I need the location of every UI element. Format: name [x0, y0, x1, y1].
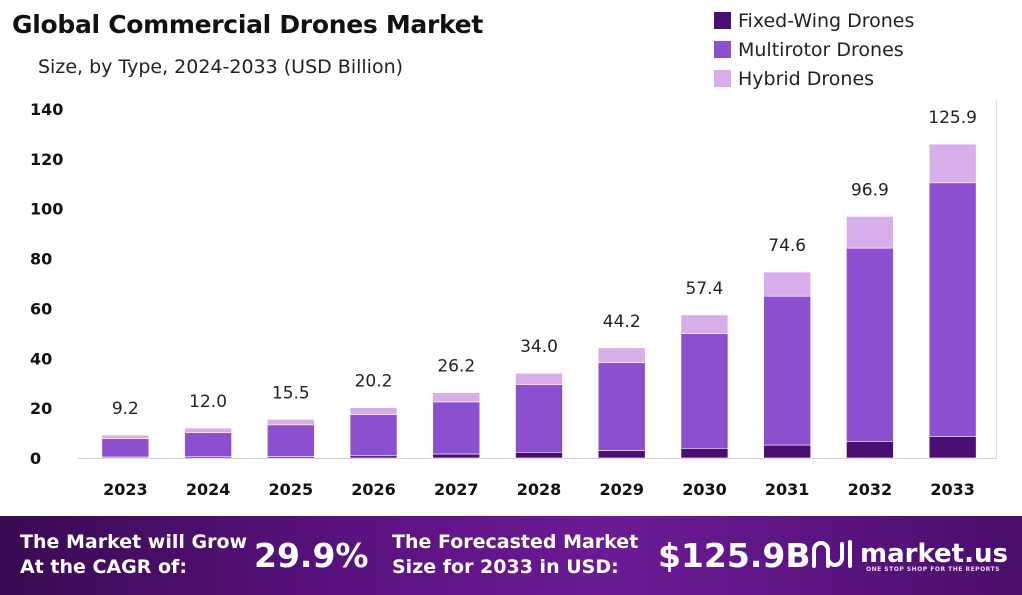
legend-item-hybrid: Hybrid Drones	[714, 64, 914, 93]
total-label: 44.2	[603, 312, 641, 332]
bar-segment-hybrid-2028	[515, 372, 563, 386]
bar-segment-multirotor-2024	[184, 432, 232, 458]
forecast-label-line1: The Forecasted Market	[392, 531, 639, 553]
cagr-label-line2: At the CAGR of:	[20, 556, 187, 578]
bar-segment-hybrid-2033	[928, 143, 977, 184]
x-tick-label: 2032	[848, 480, 893, 499]
x-tick-label: 2025	[269, 480, 314, 499]
footer-banner: The Market will Grow At the CAGR of: 29.…	[0, 516, 1022, 595]
legend: Fixed-Wing Drones Multirotor Drones Hybr…	[714, 6, 914, 93]
bar-segment-hybrid-2023	[101, 434, 150, 439]
legend-label-hybrid: Hybrid Drones	[738, 67, 875, 90]
bar-segment-hybrid-2031	[763, 271, 811, 297]
legend-label-fixed-wing: Fixed-Wing Drones	[738, 9, 915, 32]
bar-segment-hybrid-2027	[432, 392, 481, 403]
bar-segment-multirotor-2033	[928, 182, 977, 437]
x-tick-label: 2027	[434, 480, 479, 499]
x-axis-ticks: 2023 2024 2025 2026 2027 2028 2029 2030 2031 2032…	[103, 480, 975, 499]
bar-segment-multirotor-2029	[597, 362, 646, 451]
bars	[101, 143, 977, 459]
legend-item-multirotor: Multirotor Drones	[714, 35, 914, 64]
y-tick-label: 80	[30, 250, 52, 269]
y-tick-label: 40	[30, 349, 52, 368]
cagr-value: 29.9%	[254, 536, 369, 575]
bar-segment-fixed-wing-2028	[515, 451, 563, 459]
total-label: 34.0	[520, 337, 558, 357]
total-label: 74.6	[768, 236, 806, 256]
y-tick-label: 120	[30, 150, 63, 169]
bar-segment-hybrid-2029	[597, 347, 646, 363]
bar-segment-multirotor-2023	[101, 438, 150, 458]
x-tick-label: 2029	[599, 480, 644, 499]
data-labels: 9.2 12.0 15.5 20.2 26.2 34.0 44.2 57.4 74.6 96.9 1…	[112, 108, 977, 419]
total-label: 15.5	[272, 383, 310, 403]
bar-segment-fixed-wing-2030	[680, 447, 729, 459]
y-axis-ticks: 0 20 40 60 80 100 120 140	[30, 100, 63, 468]
total-label: 26.2	[437, 357, 475, 377]
x-tick-label: 2023	[103, 480, 148, 499]
bar-segment-multirotor-2030	[680, 333, 729, 449]
chart-title: Global Commercial Drones Market	[12, 10, 483, 39]
bar-segment-hybrid-2025	[267, 419, 315, 426]
bar-segment-fixed-wing-2026	[349, 455, 398, 459]
legend-swatch-multirotor	[714, 41, 731, 58]
legend-item-fixed-wing: Fixed-Wing Drones	[714, 6, 914, 35]
bar-segment-hybrid-2032	[846, 216, 894, 249]
legend-swatch-hybrid	[714, 70, 731, 87]
total-label: 57.4	[686, 279, 724, 299]
bar-segment-hybrid-2026	[349, 407, 398, 415]
x-tick-label: 2030	[682, 480, 727, 499]
total-label: 125.9	[928, 108, 977, 128]
total-label: 9.2	[112, 399, 139, 419]
total-label: 20.2	[355, 372, 393, 392]
cagr-label: The Market will Grow At the CAGR of:	[20, 530, 247, 580]
legend-label-multirotor: Multirotor Drones	[738, 38, 904, 61]
forecast-label: The Forecasted Market Size for 2033 in U…	[392, 530, 638, 580]
brand: market.us	[810, 536, 1008, 572]
bar-segment-fixed-wing-2027	[432, 453, 481, 459]
y-tick-label: 0	[30, 449, 41, 468]
chart-subtitle: Size, by Type, 2024-2033 (USD Billion)	[38, 56, 404, 78]
y-tick-label: 140	[30, 100, 63, 119]
bar-segment-fixed-wing-2029	[597, 450, 646, 459]
x-tick-label: 2031	[765, 480, 810, 499]
total-label: 96.9	[851, 180, 889, 200]
y-tick-label: 100	[30, 200, 63, 219]
bar-segment-hybrid-2024	[184, 427, 232, 433]
bar-segment-multirotor-2032	[846, 247, 894, 442]
market-us-logo-icon	[812, 540, 852, 568]
brand-name: market.us	[860, 539, 1008, 569]
legend-swatch-fixed-wing	[714, 12, 731, 29]
bar-segment-fixed-wing-2033	[928, 436, 977, 459]
cagr-label-line1: The Market will Grow	[20, 531, 248, 553]
x-tick-label: 2026	[351, 480, 396, 499]
bar-segment-multirotor-2026	[349, 414, 398, 457]
bar-segment-hybrid-2030	[680, 314, 729, 334]
bar-segment-multirotor-2025	[267, 424, 315, 457]
y-tick-label: 20	[30, 399, 52, 418]
total-label: 12.0	[189, 392, 227, 412]
bar-segment-multirotor-2028	[515, 384, 563, 453]
brand-tagline: ONE STOP SHOP FOR THE REPORTS	[866, 566, 1000, 573]
bar-segment-multirotor-2031	[763, 295, 811, 446]
x-tick-label: 2028	[517, 480, 562, 499]
bar-segment-fixed-wing-2032	[846, 440, 894, 459]
bar-segment-fixed-wing-2031	[763, 444, 811, 459]
x-tick-label: 2024	[186, 480, 231, 499]
bar-segment-multirotor-2027	[432, 401, 481, 455]
x-tick-label: 2033	[930, 480, 975, 499]
forecast-label-line2: Size for 2033 in USD:	[392, 556, 619, 578]
y-tick-label: 60	[30, 299, 52, 318]
forecast-value: $125.9B	[658, 536, 811, 575]
